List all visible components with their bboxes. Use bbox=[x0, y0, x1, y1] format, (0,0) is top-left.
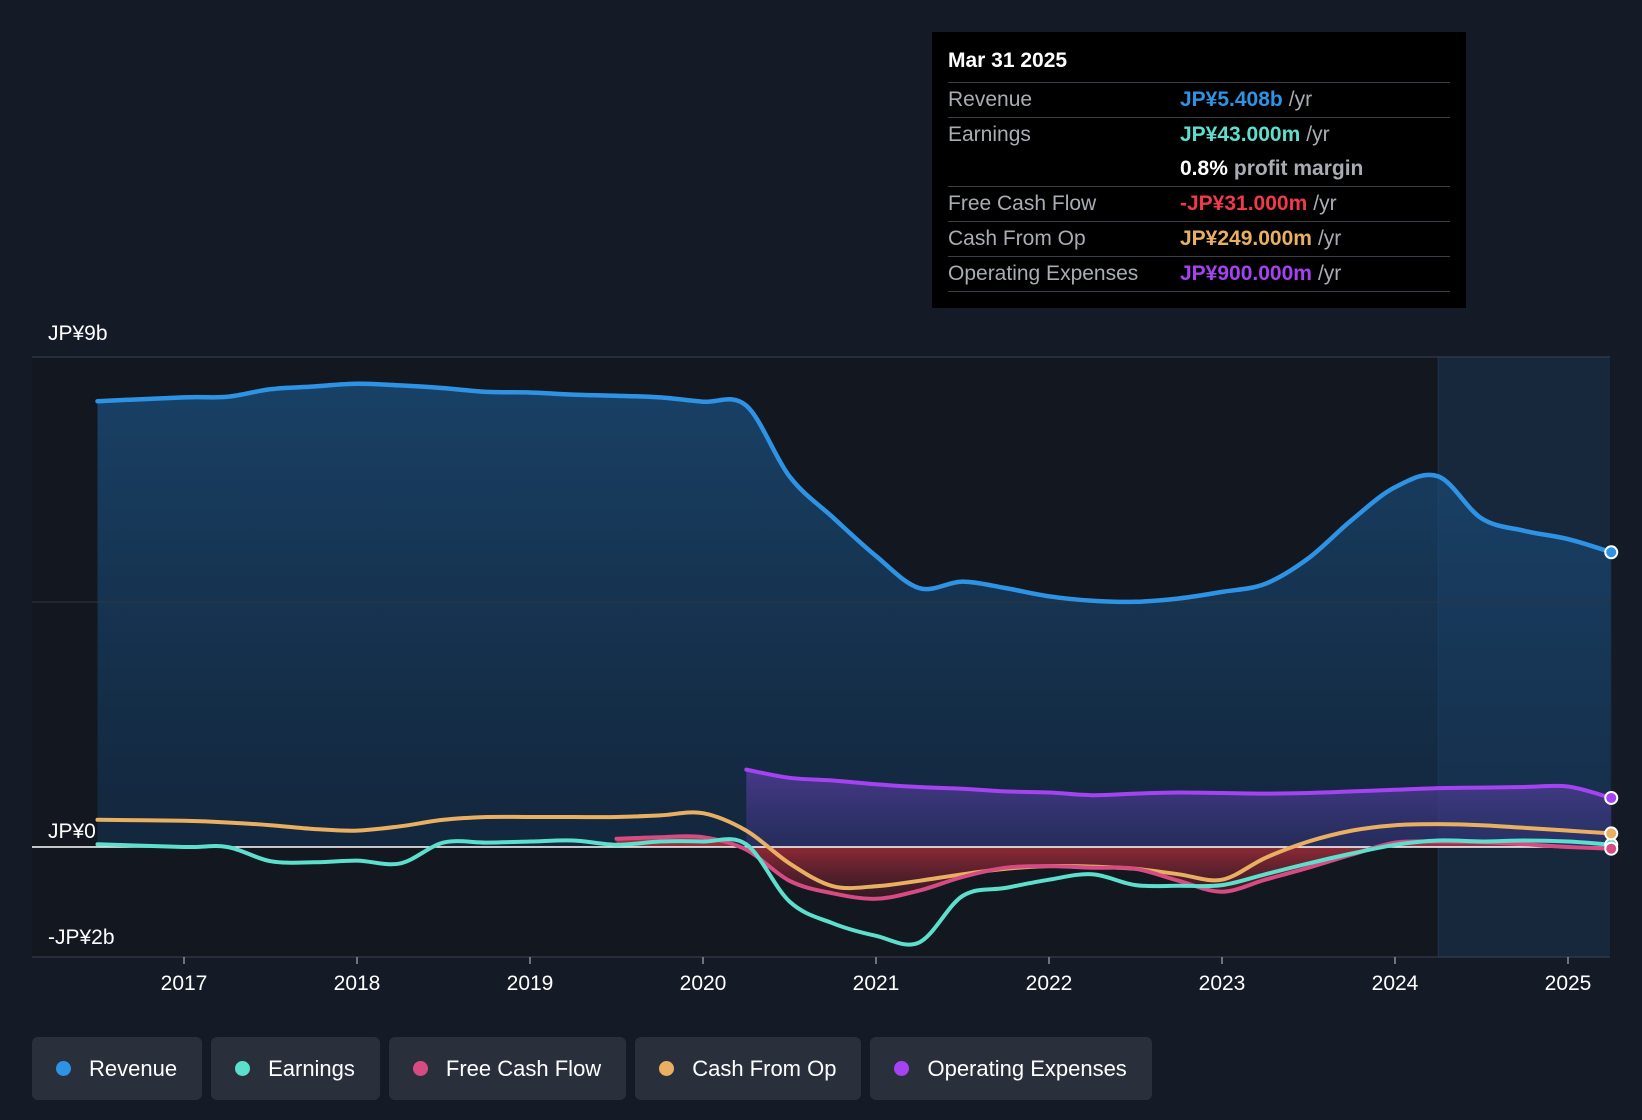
cash-from-op-line bbox=[95, 810, 1614, 891]
tooltip-unit: profit margin bbox=[1233, 157, 1364, 180]
tooltip-row-cash-from-op: Cash From Op JP¥249.000m /yr bbox=[948, 222, 1450, 257]
free-cash-flow-end-marker bbox=[1604, 841, 1619, 856]
legend-label: Revenue bbox=[89, 1055, 178, 1081]
legend-label: Operating Expenses bbox=[927, 1055, 1127, 1081]
x-tick-label: 2023 bbox=[1199, 972, 1246, 995]
y-tick-label: -JP¥2b bbox=[48, 926, 115, 949]
revenue-dot-icon bbox=[56, 1061, 71, 1076]
free-cash-flow-dot-icon bbox=[412, 1061, 428, 1076]
x-tick-label: 2022 bbox=[1026, 972, 1073, 995]
tooltip-label: Free Cash Flow bbox=[948, 192, 1097, 215]
x-tick-label: 2019 bbox=[507, 972, 554, 995]
tooltip-label bbox=[948, 152, 1180, 186]
tooltip-row-profit-margin: 0.8% profit margin bbox=[948, 152, 1450, 187]
legend-label: Free Cash Flow bbox=[445, 1055, 602, 1081]
y-tick-label: JP¥9b bbox=[48, 322, 108, 345]
operating-expenses-end-marker bbox=[1604, 790, 1619, 805]
legend-item-cash-from-op[interactable]: Cash From Op bbox=[635, 1037, 862, 1100]
tooltip-row-revenue: Revenue JP¥5.408b /yr bbox=[948, 83, 1450, 118]
revenue-line bbox=[95, 381, 1614, 605]
tooltip-value: JP¥900.000m bbox=[1180, 262, 1312, 285]
legend-item-operating-expenses[interactable]: Operating Expenses bbox=[870, 1037, 1152, 1100]
x-tick-label: 2025 bbox=[1545, 972, 1592, 995]
legend-label: Cash From Op bbox=[692, 1055, 837, 1081]
tooltip-unit: /yr bbox=[1288, 88, 1313, 111]
tooltip-label: Revenue bbox=[948, 88, 1033, 111]
tooltip-unit: /yr bbox=[1317, 262, 1342, 285]
y-tick-label: JP¥0 bbox=[48, 820, 96, 843]
x-tick-label: 2017 bbox=[161, 972, 208, 995]
tooltip-value: JP¥5.408b bbox=[1180, 88, 1283, 111]
tooltip-panel: Mar 31 2025 Revenue JP¥5.408b /yr Earnin… bbox=[932, 32, 1466, 308]
x-tick-label: 2024 bbox=[1372, 972, 1419, 995]
x-tick-label: 2018 bbox=[334, 972, 381, 995]
tooltip-value: JP¥249.000m bbox=[1180, 227, 1312, 250]
tooltip-date: Mar 31 2025 bbox=[948, 46, 1450, 83]
tooltip-unit: /yr bbox=[1317, 227, 1342, 250]
tooltip-unit: /yr bbox=[1306, 123, 1330, 146]
tooltip-row-free-cash-flow: Free Cash Flow -JP¥31.000m /yr bbox=[948, 187, 1450, 222]
x-tick-label: 2020 bbox=[680, 972, 727, 995]
legend: Revenue Earnings Free Cash Flow Cash Fro… bbox=[32, 1037, 1152, 1100]
tooltip-label: Earnings bbox=[948, 123, 1031, 146]
cash-from-op-dot-icon bbox=[659, 1061, 675, 1076]
revenue-end-marker bbox=[1604, 545, 1619, 560]
x-tick-label: 2021 bbox=[853, 972, 900, 995]
tooltip-row-operating-expenses: Operating Expenses JP¥900.000m /yr bbox=[948, 257, 1450, 292]
earnings-dot-icon bbox=[235, 1061, 251, 1076]
tooltip-row-earnings: Earnings JP¥43.000m /yr bbox=[948, 118, 1450, 152]
tooltip-value: 0.8% bbox=[1180, 157, 1228, 180]
tooltip-unit: /yr bbox=[1313, 192, 1337, 215]
tooltip-label: Operating Expenses bbox=[948, 262, 1139, 285]
cash-from-op-end-marker bbox=[1604, 826, 1619, 841]
tooltip-value: -JP¥31.000m bbox=[1180, 192, 1308, 215]
legend-item-free-cash-flow[interactable]: Free Cash Flow bbox=[388, 1037, 627, 1100]
legend-item-revenue[interactable]: Revenue bbox=[32, 1037, 203, 1100]
revenue-area bbox=[97, 383, 1612, 847]
tooltip-label: Cash From Op bbox=[948, 227, 1086, 250]
tooltip-value: JP¥43.000m bbox=[1180, 123, 1301, 146]
legend-label: Earnings bbox=[268, 1055, 355, 1081]
operating-expenses-dot-icon bbox=[894, 1061, 910, 1076]
operating-expenses-line bbox=[744, 767, 1614, 800]
earnings-line bbox=[95, 837, 1614, 947]
legend-item-earnings[interactable]: Earnings bbox=[211, 1037, 380, 1100]
